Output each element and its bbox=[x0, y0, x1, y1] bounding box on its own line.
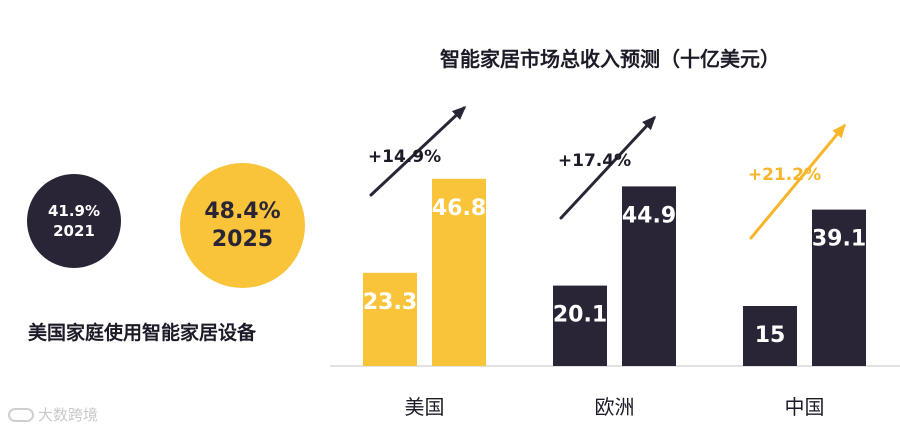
bar-label-2021-1: 20.1 bbox=[553, 303, 607, 328]
bar-label-2025-2: 39.1 bbox=[812, 227, 866, 252]
stat-2021-year: 2021 bbox=[53, 222, 95, 240]
growth-label-2: +21.2% bbox=[748, 165, 821, 185]
category-label-0: 美国 bbox=[405, 395, 445, 419]
stat-2025-year: 2025 bbox=[211, 226, 274, 252]
growth-arrow-head-0 bbox=[451, 105, 467, 120]
watermark-logo-icon bbox=[8, 407, 34, 422]
growth-arrow-head-2 bbox=[832, 123, 846, 139]
bar-2021-0 bbox=[363, 272, 417, 366]
growth-label-0: +14.9% bbox=[368, 147, 441, 167]
bar-2021-2 bbox=[743, 306, 797, 366]
stat-2021-percent: 41.9% bbox=[47, 202, 101, 220]
stat-2025-percent: 48.4% bbox=[204, 198, 281, 224]
growth-arrow-head-1 bbox=[642, 115, 657, 131]
category-label-2: 中国 bbox=[785, 395, 825, 419]
growth-arrow-line-2 bbox=[749, 124, 846, 240]
bar-2025-1 bbox=[622, 186, 676, 366]
chart-marks: 23.3 46.8 美国 +14.9% 20.1 44.9 欧洲 +17.4% 15 39.1 中国… bbox=[330, 105, 900, 419]
bar-2025-0 bbox=[432, 178, 486, 366]
left-caption: 美国家庭使用智能家居设备 bbox=[28, 322, 257, 344]
category-label-1: 欧洲 bbox=[595, 395, 635, 419]
growth-arrow-line-1 bbox=[559, 116, 656, 220]
bar-label-2021-2: 15 bbox=[755, 323, 786, 348]
bar-label-2025-0: 46.8 bbox=[432, 196, 486, 221]
stat-circle-2025: 48.4% 2025 bbox=[180, 163, 305, 288]
chart-title: 智能家居市场总收入预测（十亿美元） bbox=[440, 47, 780, 71]
growth-arrow-line-0 bbox=[369, 106, 466, 197]
growth-label-1: +17.4% bbox=[558, 151, 631, 171]
bar-label-2025-1: 44.9 bbox=[622, 203, 676, 228]
watermark: 大数跨境 bbox=[8, 404, 98, 425]
bar-label-2021-0: 23.3 bbox=[363, 290, 417, 315]
watermark-text: 大数跨境 bbox=[38, 406, 99, 424]
bar-2025-2 bbox=[812, 209, 866, 366]
bar-2021-1 bbox=[553, 285, 607, 366]
stat-circle-2021: 41.9% 2021 bbox=[27, 174, 121, 268]
